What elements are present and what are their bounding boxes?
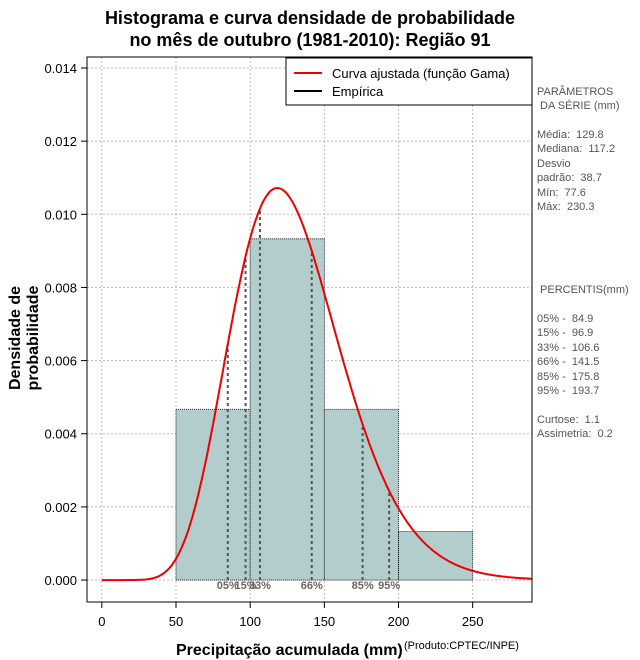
plot-frame [86,56,533,603]
y-tick-label: 0.014 [44,61,77,76]
x-tick-label: 0 [98,614,105,629]
histogram-bar [249,238,325,581]
percentile-label: 85% [352,580,374,592]
stat-curtose: Curtose: 1.1 [537,414,600,426]
y-tick-label: 0.004 [44,427,77,442]
percentil-05: 05% - 84.9 [537,313,594,325]
y-tick-label: 0.002 [44,500,77,515]
percentil-15: 15% - 96.9 [537,327,594,339]
y-tick-label: 0.008 [44,280,77,295]
histogram-bar [323,408,399,581]
y-tick-label: 0.012 [44,134,77,149]
percentil-66: 66% - 141.5 [537,356,600,368]
params-header-2: DA SÉRIE (mm) [537,100,620,112]
percentil-95: 95% - 193.7 [537,385,600,397]
legend-box [285,57,533,106]
chart-title-line2: no mês de outubro (1981-2010): Região 91 [129,30,491,50]
percentile-label: 05% [217,580,239,592]
y-tick-label: 0.000 [44,573,77,588]
legend-label: Curva ajustada (função Gama) [332,66,510,81]
stat-assimetria: Assimetria: 0.2 [537,428,613,440]
params-header-1: PARÂMETROS [537,86,614,98]
chart-title-line1: Histograma e curva densidade de probabil… [104,8,516,28]
x-tick-label: 50 [169,614,183,629]
param-desvio-1: Desvio [537,158,571,170]
y-tick-label: 0.010 [44,207,77,222]
x-tick-label: 250 [462,614,484,629]
histogram-bar [175,408,251,581]
percentis-header: PERCENTIS(mm) [537,284,629,296]
y-tick-label: 0.006 [44,354,77,369]
y-axis-label: Densidade de probabilidade [7,285,42,391]
percentil-33: 33% - 106.6 [537,342,600,354]
percentile-label: 95% [378,580,400,592]
param-desvio-2: padrão: 38.7 [537,172,602,184]
param-media: Média: 129.8 [537,129,604,141]
gamma-curve [101,186,532,582]
percentile-label: 33% [249,580,271,592]
histogram-bar [398,531,474,581]
credit-text: (Produto:CPTEC/INPE) [404,640,519,652]
x-axis-label: Precipitação acumulada (mm) [176,642,403,659]
param-max: Máx: 230.3 [537,201,595,213]
param-min: Mín: 77.6 [537,187,586,199]
percentil-85: 85% - 175.8 [537,371,600,383]
x-tick-label: 200 [388,614,410,629]
legend-label: Empírica [332,84,384,99]
percentile-label: 66% [301,580,323,592]
x-tick-label: 150 [313,614,335,629]
param-mediana: Mediana: 117.2 [537,143,616,155]
x-tick-label: 100 [239,614,261,629]
percentile-label: 15% [235,580,257,592]
